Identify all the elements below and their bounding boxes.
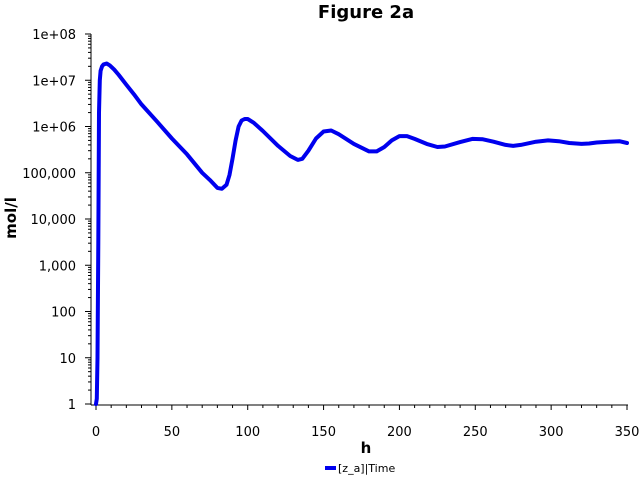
x-tick-label: 250 <box>463 425 488 440</box>
x-tick-label: 50 <box>164 425 181 440</box>
y-tick-label: 10,000 <box>31 213 77 228</box>
chart-title: Figure 2a <box>318 2 414 23</box>
y-tick-label: 1e+08 <box>32 28 76 43</box>
legend-label-z-a: [z_a]|Time <box>338 462 395 475</box>
y-tick-label: 1 <box>68 398 76 413</box>
x-tick-label: 150 <box>311 425 336 440</box>
legend: [z_a]|Time <box>325 462 395 475</box>
y-tick-label: 10 <box>59 352 76 367</box>
x-tick-label: 350 <box>615 425 640 440</box>
y-tick-label: 1,000 <box>39 259 76 274</box>
x-axis-label: h <box>361 439 372 457</box>
x-tick-label: 100 <box>235 425 260 440</box>
x-tick-label: 300 <box>539 425 564 440</box>
x-axis-ticks: 0 50 100 150 200 250 300 350 <box>92 405 640 440</box>
y-tick-label: 100,000 <box>22 167 76 182</box>
x-tick-label: 200 <box>387 425 412 440</box>
y-axis-ticks: 1 10 100 1,000 10,000 100,000 1e+06 1e+07 1e+08 <box>22 28 91 413</box>
y-axis-label: mol/l <box>2 197 20 239</box>
x-tick-label: 0 <box>92 425 100 440</box>
series-line-z-a <box>94 61 629 406</box>
y-tick-label: 1e+07 <box>32 74 76 89</box>
y-tick-label: 1e+06 <box>32 121 76 136</box>
y-tick-label: 100 <box>51 306 76 321</box>
plot-area <box>94 61 629 406</box>
